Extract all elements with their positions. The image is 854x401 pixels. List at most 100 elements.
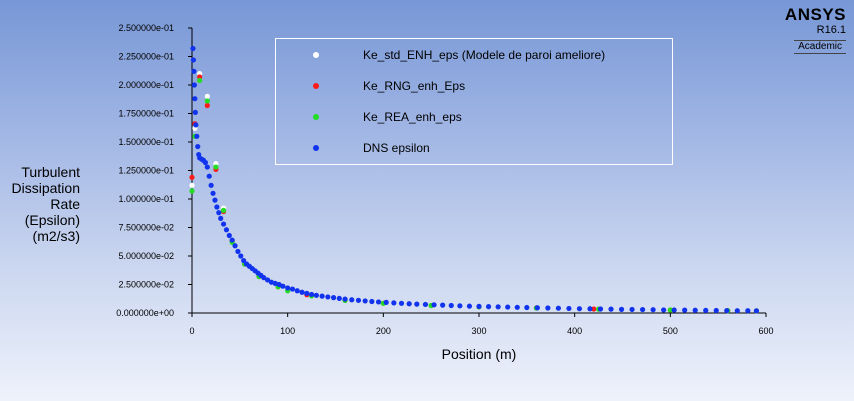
y-tick-label: 7.500000e-02 — [118, 223, 174, 233]
data-point — [285, 285, 291, 291]
data-point — [448, 302, 454, 309]
legend-item-rea: Ke_REA_enh_eps — [276, 108, 672, 128]
data-point — [218, 215, 224, 221]
data-point — [235, 248, 241, 255]
data-point — [753, 308, 760, 314]
y-tick-label: 1.000000e-01 — [118, 194, 174, 204]
y-tick-label: 5.000000e-02 — [118, 251, 174, 261]
data-point — [591, 306, 597, 312]
legend-label-rea: Ke_REA_enh_eps — [363, 110, 462, 124]
data-point — [191, 82, 197, 88]
data-point — [661, 307, 667, 313]
data-point — [391, 300, 397, 306]
data-point — [229, 237, 235, 243]
y-axis-label: Turbulent Dissipation Rate (Epsilon) (m2… — [11, 164, 80, 244]
y-tick-label: 2.500000e-01 — [118, 23, 174, 33]
data-point — [734, 308, 740, 314]
data-point — [355, 297, 362, 303]
data-point — [319, 293, 325, 299]
legend-label-std: Ke_std_ENH_eps (Modele de paroi ameliore… — [363, 48, 606, 62]
data-point — [629, 306, 635, 313]
data-point — [342, 296, 348, 302]
data-point — [440, 302, 446, 308]
data-point — [431, 302, 437, 308]
data-point — [313, 292, 319, 298]
data-point — [238, 253, 244, 259]
data-point — [534, 305, 540, 311]
x-tick-label: 500 — [663, 326, 678, 336]
data-point — [304, 290, 310, 296]
y-tick-label: 1.500000e-01 — [118, 137, 174, 147]
data-point — [422, 301, 429, 308]
data-point — [192, 96, 198, 102]
legend-marker-std — [313, 52, 319, 58]
data-point — [213, 164, 219, 170]
data-point — [545, 305, 551, 311]
data-point — [671, 307, 677, 313]
legend-label-rng: Ke_RNG_enh_Eps — [363, 79, 466, 93]
data-point — [223, 227, 230, 233]
data-point — [189, 182, 195, 188]
data-point — [189, 174, 195, 180]
y-tick-label: 0.000000e+00 — [116, 308, 174, 318]
data-point — [682, 307, 688, 313]
data-point — [194, 133, 200, 139]
data-point — [280, 283, 286, 289]
data-point — [210, 190, 216, 196]
data-point — [349, 297, 355, 303]
data-point — [336, 295, 342, 302]
y-tick-label: 1.250000e-01 — [118, 166, 174, 176]
y-tick-label: 2.500000e-02 — [118, 280, 174, 290]
data-point — [505, 304, 511, 310]
x-tick-label: 300 — [471, 326, 486, 336]
data-point — [466, 303, 473, 309]
data-point — [299, 289, 305, 295]
data-point — [375, 299, 382, 305]
legend-marker-dns — [313, 145, 319, 151]
data-point — [369, 298, 375, 305]
data-point — [189, 188, 195, 194]
brand-edition: Academic — [794, 40, 846, 54]
data-point — [514, 304, 520, 310]
data-point — [325, 294, 331, 300]
x-tick-label: 200 — [376, 326, 391, 336]
data-point — [587, 306, 593, 312]
data-point — [208, 182, 214, 188]
data-point — [220, 207, 227, 213]
data-point — [650, 307, 656, 313]
x-ticks: 0 100 200 300 400 500 600 — [189, 313, 774, 336]
data-point — [226, 232, 232, 239]
data-point — [724, 308, 730, 314]
y-tick-label: 2.000000e-01 — [118, 80, 174, 90]
data-point — [192, 109, 198, 115]
data-point — [204, 102, 210, 109]
data-point — [190, 45, 196, 52]
legend-item-dns: DNS epsilon — [276, 139, 672, 159]
data-point — [308, 291, 315, 298]
data-point — [289, 286, 296, 292]
legend-marker-rea — [313, 114, 319, 120]
data-point — [193, 122, 199, 128]
data-point — [745, 308, 751, 314]
data-point — [191, 68, 197, 74]
data-point — [485, 304, 492, 310]
data-point — [476, 303, 482, 309]
data-point — [204, 164, 210, 170]
data-point — [692, 307, 698, 313]
data-point — [202, 159, 208, 166]
data-point — [241, 257, 247, 264]
x-axis-label: Position (m) — [442, 346, 517, 362]
data-point — [713, 307, 719, 314]
data-point — [383, 299, 389, 305]
data-point — [261, 275, 267, 281]
data-point — [608, 306, 614, 312]
data-point — [667, 307, 673, 313]
data-point — [406, 301, 412, 307]
data-point — [214, 204, 220, 210]
legend-label-dns: DNS epsilon — [363, 141, 430, 155]
data-point — [264, 277, 271, 283]
data-point — [524, 304, 530, 311]
data-point — [232, 243, 238, 249]
data-points — [189, 45, 760, 314]
data-point — [197, 77, 203, 84]
